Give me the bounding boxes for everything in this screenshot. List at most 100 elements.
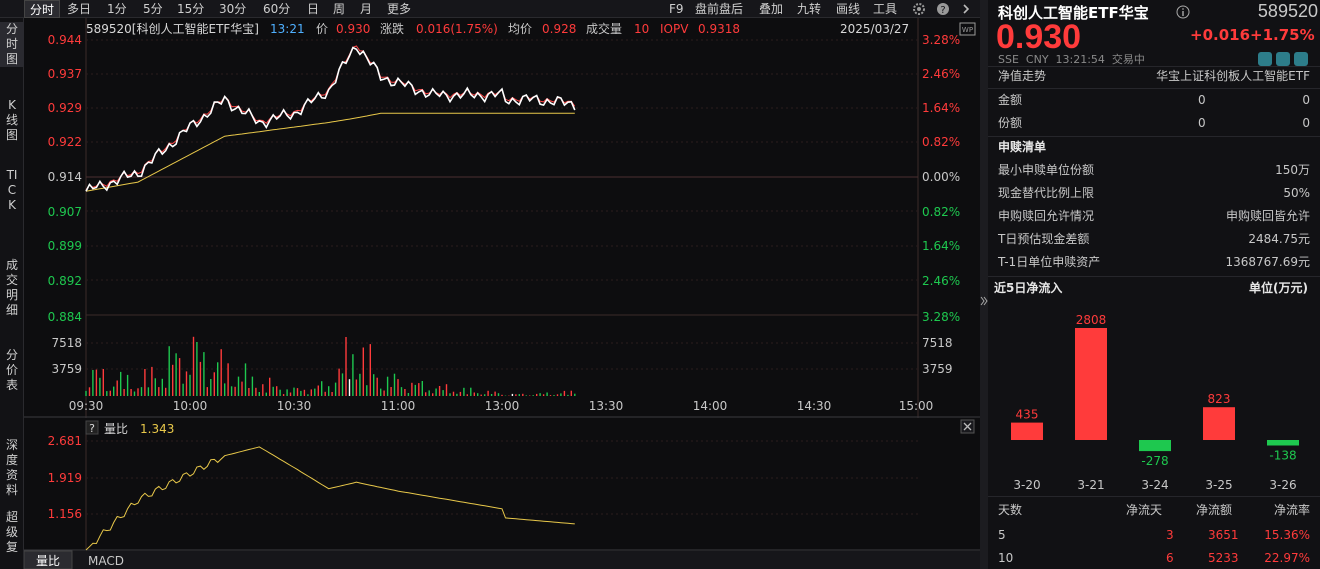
flow-bar-label: 823 [1208, 392, 1231, 406]
price-axis-label: 0.922 [48, 135, 82, 149]
price-label: 价 [316, 22, 328, 36]
tab-volume-ratio[interactable]: 量比 [36, 554, 60, 568]
time-axis-label: 14:30 [797, 399, 832, 413]
price-axis-label: 0.929 [48, 101, 82, 115]
sidebar-item-kline[interactable]: K线图 [5, 98, 18, 142]
pct-axis-label: 1.64% [922, 101, 960, 115]
tab-macd[interactable]: MACD [88, 554, 124, 568]
volume-axis-label: 7518 [922, 336, 953, 350]
security-code-name: 589520[科创人工智能ETF华宝] [86, 21, 259, 36]
cell-net-amount: 3651 [1208, 528, 1239, 542]
screenshot-icon[interactable]: WP [959, 22, 976, 36]
table-row: 5 3 3651 15.36% [998, 525, 1310, 545]
bell-icon[interactable] [1276, 52, 1290, 66]
time-axis-label: 10:30 [277, 399, 312, 413]
avg-label: 均价 [508, 22, 532, 36]
sidebar-item-trade-details[interactable]: 成交明细 [5, 258, 18, 317]
f9-button[interactable]: F9 [669, 2, 684, 16]
sidebar-item-intraday-chart[interactable]: 分时图 [0, 22, 24, 67]
svg-text:WP: WP [962, 26, 973, 34]
flow-bar [1203, 407, 1235, 440]
tab-week[interactable]: 周 [333, 2, 346, 16]
price-grid [86, 39, 918, 281]
tab-day[interactable]: 日 [307, 2, 320, 16]
close-icon[interactable] [960, 419, 975, 434]
time-axis-label: 11:00 [381, 399, 416, 413]
table-header: 天数 净流天 净流额 净流率 [998, 500, 1310, 520]
sidebar-item-super-replay[interactable]: 超级复 [5, 510, 18, 554]
col-net-amount: 净流额 [1196, 503, 1233, 517]
panel-splitter[interactable] [980, 0, 988, 569]
list-row: T日预估现金差额 2484.75元 [998, 229, 1310, 249]
list-row-value: 50% [1283, 186, 1310, 200]
list-row-value: 2484.75元 [1248, 232, 1310, 246]
tab-15min[interactable]: 15分 [177, 2, 205, 16]
tools-button[interactable]: 工具 [873, 2, 898, 16]
sub-axis-label: 1.156 [48, 507, 82, 521]
help-icon[interactable]: ? [85, 420, 99, 435]
nine-turn-button[interactable]: 九转 [797, 2, 822, 16]
flow-category-label: 3-20 [1013, 478, 1040, 492]
list-row: T-1日单位申赎资产 1368767.69元 [998, 252, 1310, 272]
volume-axis-label: 3759 [51, 362, 82, 376]
table-row: 10 6 5233 22.97% [998, 548, 1310, 568]
overlay-button[interactable]: 叠加 [759, 2, 784, 16]
help-icon[interactable]: ? [936, 2, 950, 16]
iopv-label: IOPV [660, 22, 689, 36]
cell-net-days: 6 [1166, 551, 1174, 565]
price-axis-label: 0.937 [48, 67, 82, 81]
sidebar-item-depth[interactable]: 深度资料 [5, 438, 18, 497]
time-axis-label: 13:30 [589, 399, 624, 413]
pct-axis-label: 0.82% [922, 135, 960, 149]
trade-date: 2025/03/27 [840, 22, 909, 36]
settings-icon[interactable] [912, 2, 926, 16]
cell-net-rate: 15.36% [1264, 528, 1310, 542]
info-icon[interactable] [1176, 5, 1190, 19]
tab-intraday[interactable]: 分时 [24, 0, 61, 18]
help-glyph: ? [89, 422, 95, 435]
flow-category-label: 3-24 [1141, 478, 1168, 492]
volume-axis-label: 7518 [51, 336, 82, 350]
col-net-days: 净流天 [1126, 503, 1163, 517]
double-chevron-right-icon[interactable] [980, 296, 988, 306]
time-axis-label: 10:00 [173, 399, 208, 413]
volume-ratio-line [85, 446, 575, 551]
col-net-rate: 净流率 [1273, 503, 1310, 517]
sidebar-item-tick[interactable]: TICK [6, 168, 18, 212]
sub-grid [86, 440, 918, 515]
pin-icon[interactable] [1258, 52, 1272, 66]
intraday-chart[interactable]: 589520[科创人工智能ETF华宝] 13:21 价 0.930 涨跌 0.0… [23, 18, 980, 569]
pct-axis-label: 2.46% [922, 274, 960, 288]
time-axis-label: 15:00 [899, 399, 934, 413]
tab-30min[interactable]: 30分 [219, 2, 247, 16]
tab-5min[interactable]: 5分 [143, 2, 163, 16]
sidebar-item-price-table[interactable]: 分价表 [5, 348, 18, 392]
volume-grid [86, 342, 918, 370]
tab-multi-day[interactable]: 多日 [67, 2, 92, 16]
list-row: 现金替代比例上限 50% [998, 183, 1310, 203]
cell-days: 5 [998, 528, 1006, 542]
flow-title: 近5日净流入 [994, 281, 1063, 295]
chevron-right-icon[interactable] [960, 3, 972, 15]
quote-time: 13:21 [270, 22, 305, 36]
premarket-button[interactable]: 盘前盘后 [695, 2, 744, 16]
tab-more[interactable]: 更多 [387, 2, 412, 16]
edit-icon[interactable] [1294, 52, 1308, 66]
list-title: 申赎清单 [998, 140, 1047, 154]
pct-axis-label: 1.64% [922, 239, 960, 253]
pct-axis-label: 2.46% [922, 67, 960, 81]
draw-line-button[interactable]: 画线 [836, 2, 861, 16]
sub-chart-label: 量比 [104, 422, 128, 436]
list-row-label: 申购赎回允许情况 [998, 209, 1095, 223]
nav-trend-row[interactable]: 净值走势 华宝上证科创板人工智能ETF [998, 66, 1310, 86]
list-row-value: 150万 [1275, 163, 1310, 177]
col-days: 天数 [998, 503, 1023, 517]
iopv-value: 0.9318 [698, 22, 740, 36]
list-row-label: T-1日单位申赎资产 [998, 255, 1101, 269]
tab-1min[interactable]: 1分 [107, 2, 127, 16]
tab-60min[interactable]: 60分 [263, 2, 291, 16]
flow-bar [1139, 440, 1171, 452]
volume-label: 成交量 [586, 21, 622, 36]
tab-month[interactable]: 月 [360, 2, 373, 16]
sub-chart-value: 1.343 [140, 422, 174, 436]
